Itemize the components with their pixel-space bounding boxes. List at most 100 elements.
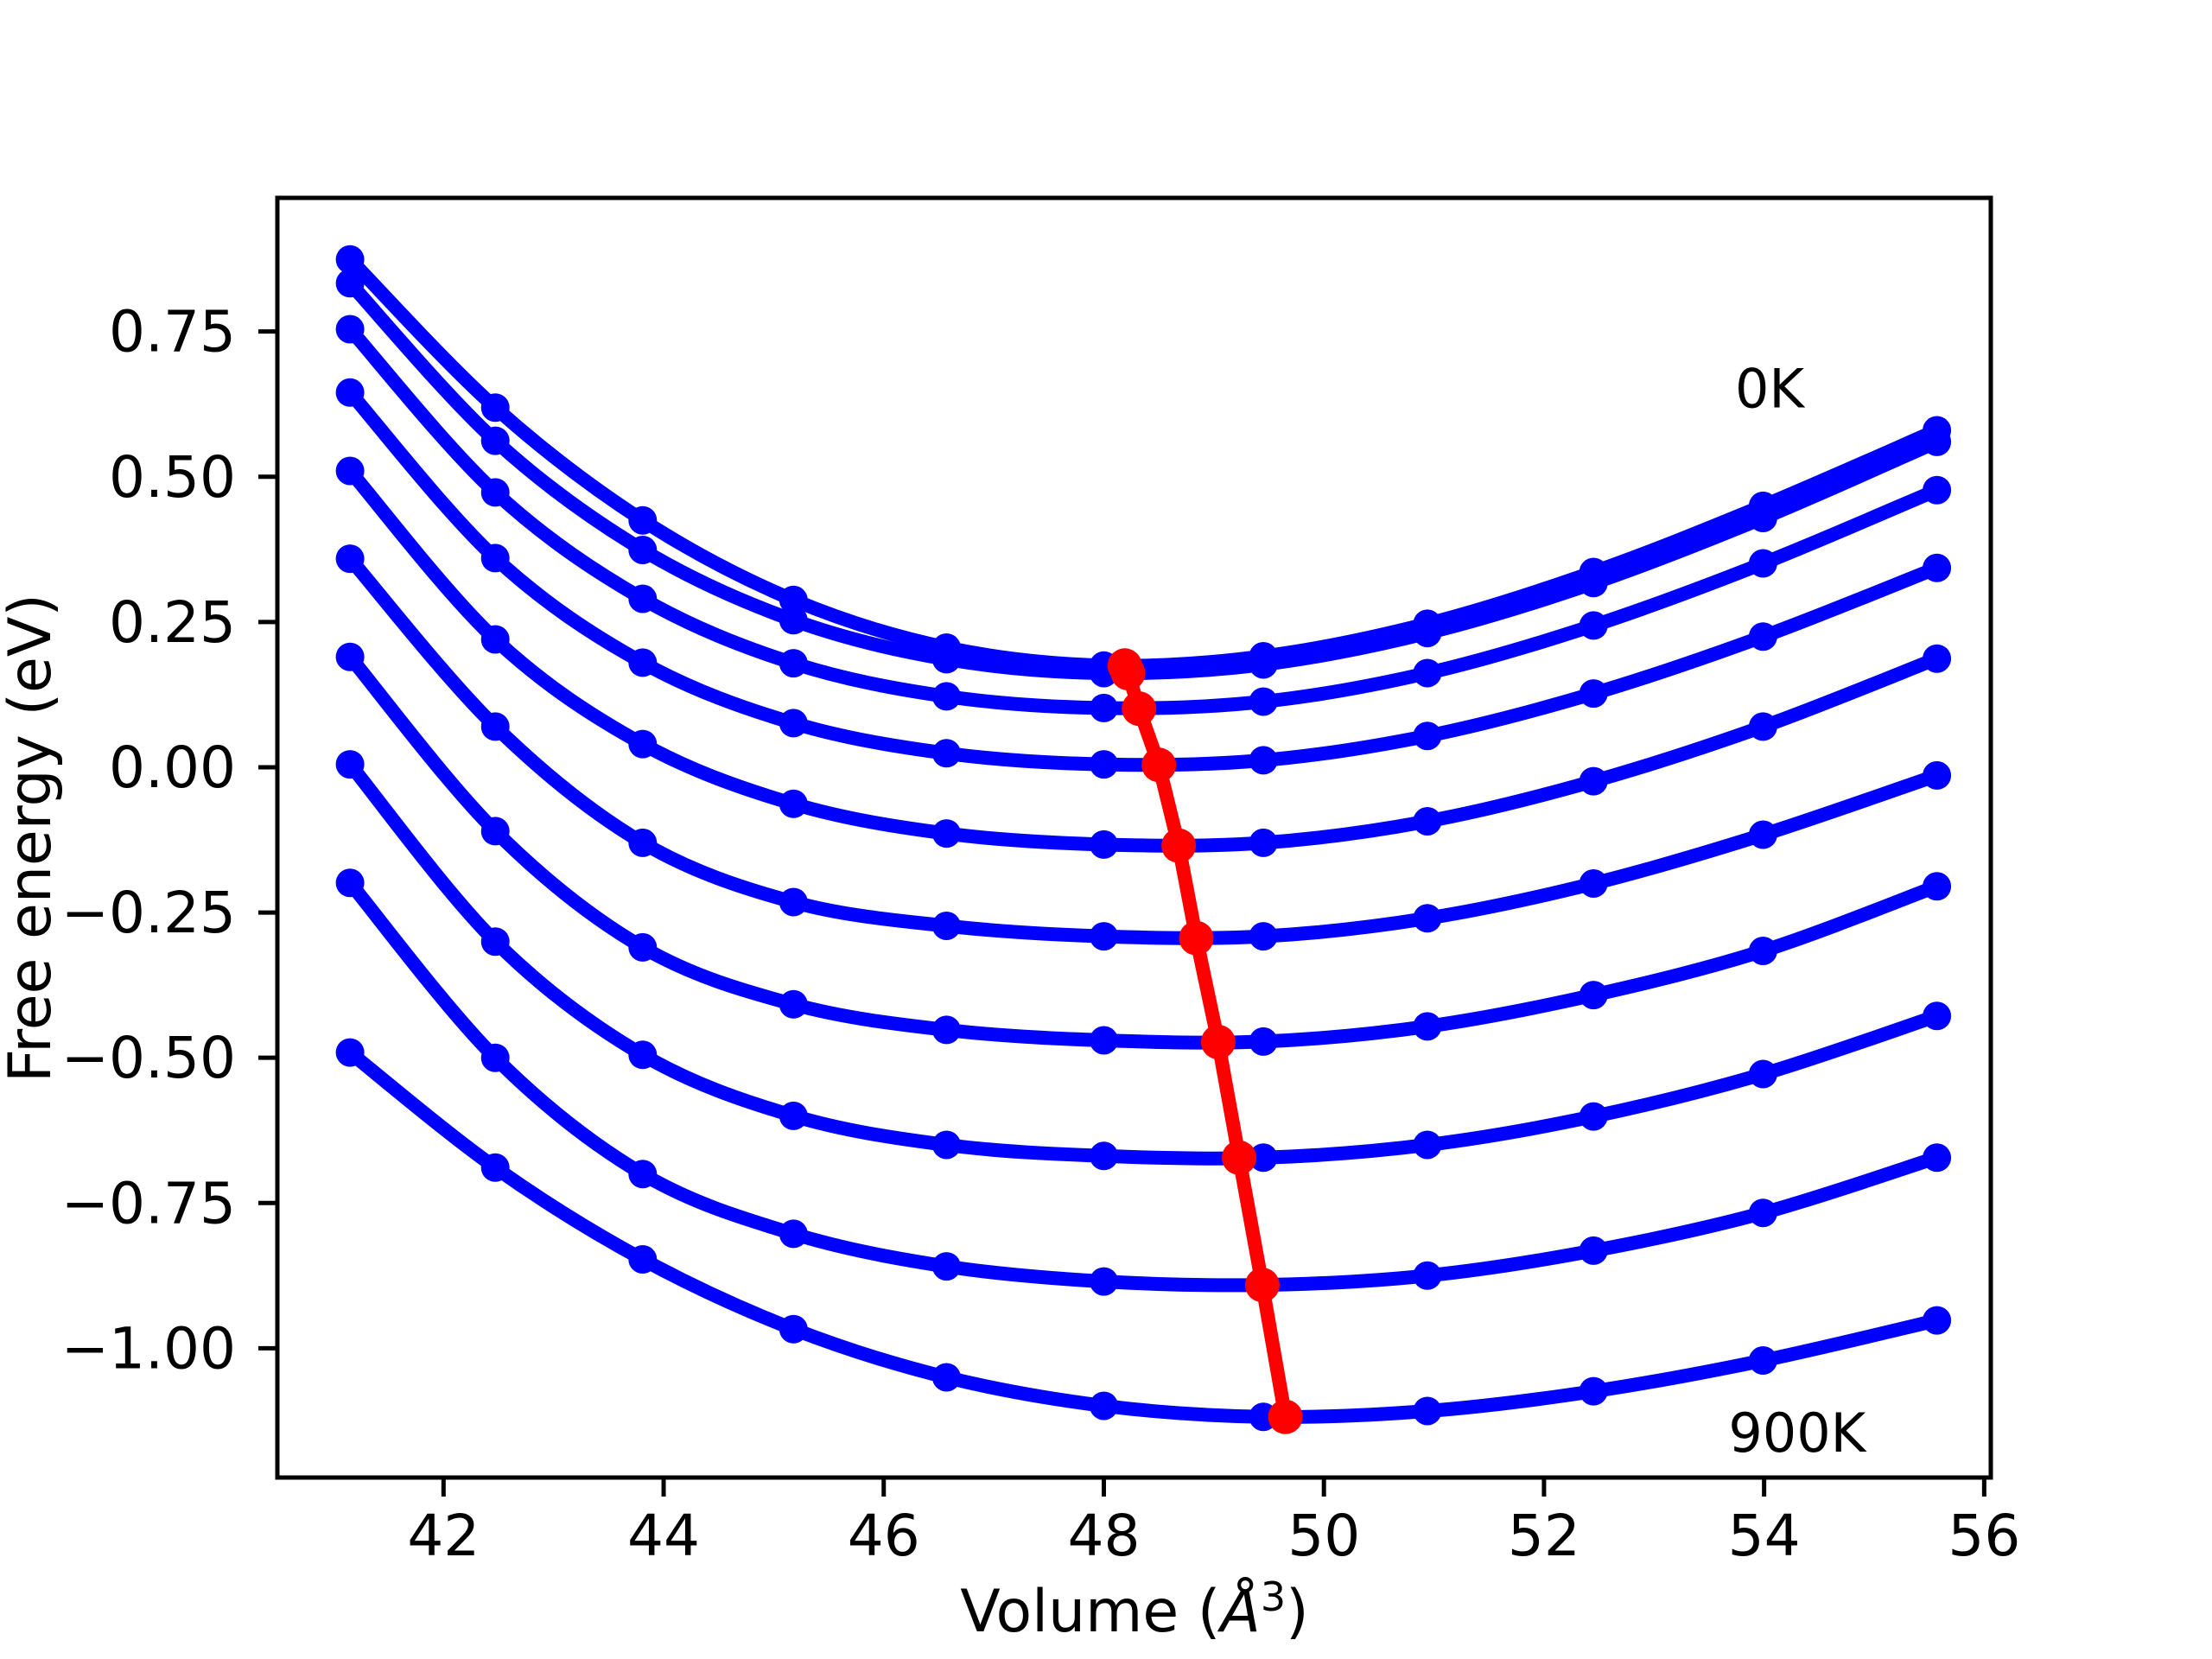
x-tick-label: 50 [1287, 1503, 1360, 1569]
data-point-marker [1579, 679, 1608, 709]
data-point-marker [335, 245, 365, 274]
data-point-marker [480, 393, 510, 423]
data-point-marker [1413, 1261, 1442, 1290]
plot-frame [275, 195, 1993, 1480]
data-point-marker [779, 1101, 808, 1130]
data-point-marker [779, 1314, 808, 1344]
curve-line [343, 252, 1944, 673]
equilibrium-point-marker [1122, 691, 1157, 727]
data-point-marker [1923, 644, 1952, 673]
data-point-marker [1090, 693, 1118, 722]
data-point-marker [931, 1363, 961, 1392]
data-point-marker [335, 1038, 365, 1067]
curve-0K [335, 245, 1952, 680]
data-point-marker [335, 544, 365, 574]
data-point-marker [779, 585, 808, 614]
y-tick-label: 0.50 [109, 444, 236, 511]
data-point-marker [931, 1130, 961, 1160]
data-point-marker [1748, 1059, 1777, 1089]
data-point-marker [628, 932, 658, 962]
data-point-marker [480, 1043, 510, 1072]
curve-200K [335, 315, 1952, 722]
data-point-marker [931, 819, 961, 849]
data-point-marker [1249, 687, 1278, 716]
data-point-marker [480, 1153, 510, 1182]
curve-600K [335, 642, 1952, 1056]
data-point-marker [628, 584, 658, 613]
equilibrium-point-marker [1161, 828, 1197, 863]
data-point-marker [1748, 820, 1777, 849]
data-point-marker [1748, 1198, 1777, 1228]
equilibrium-path [1107, 648, 1303, 1434]
equilibrium-point-marker [1268, 1399, 1303, 1434]
equilibrium-point-marker [1179, 920, 1214, 956]
data-point-marker [335, 868, 365, 898]
data-point-marker [779, 989, 808, 1019]
data-point-marker [1923, 1306, 1952, 1335]
annotation-900K: 900K [1728, 1402, 1866, 1465]
curve-line [343, 757, 1944, 1166]
data-point-marker [1413, 1396, 1442, 1426]
annotation-0K: 0K [1735, 358, 1805, 421]
data-point-marker [779, 887, 808, 917]
data-point-marker [1748, 504, 1777, 532]
y-tick-label: −0.25 [61, 880, 236, 946]
data-point-marker [931, 1252, 961, 1281]
x-tick-label: 44 [627, 1503, 700, 1569]
data-point-marker [1748, 712, 1777, 741]
equilibrium-point-marker [1244, 1268, 1280, 1303]
curve-300K [335, 378, 1952, 779]
data-point-marker [1923, 760, 1952, 790]
data-point-marker [1249, 828, 1278, 857]
y-tick-label: −0.75 [61, 1170, 236, 1236]
data-point-marker [1579, 1102, 1608, 1131]
data-point-marker [480, 426, 510, 455]
data-point-marker [628, 1245, 658, 1274]
data-point-marker [1748, 937, 1777, 965]
data-point-marker [779, 606, 808, 635]
data-point-marker [1579, 869, 1608, 898]
curve-400K [335, 456, 1952, 859]
data-point-marker [1249, 922, 1278, 951]
data-point-marker [335, 378, 365, 407]
data-point-marker [480, 543, 510, 573]
data-point-marker [480, 478, 510, 507]
data-point-marker [779, 789, 808, 818]
equilibrium-point-marker [1141, 747, 1177, 783]
data-point-marker [480, 712, 510, 741]
equilibrium-point-marker [1222, 1140, 1257, 1175]
data-point-marker [480, 625, 510, 654]
data-point-marker [1249, 1143, 1278, 1173]
data-point-marker [628, 505, 658, 535]
data-point-marker [1579, 569, 1608, 598]
data-point-marker [1579, 1376, 1608, 1406]
data-point-marker [1413, 807, 1442, 836]
data-point-marker [1579, 766, 1608, 796]
data-point-marker [779, 1219, 808, 1249]
data-point-marker [628, 729, 658, 759]
data-point-marker [931, 1015, 961, 1045]
y-axis-ticks: 0.75 0.50 0.25 0.00 −0.25 −0.50 −0.75 −1.00 [61, 299, 277, 1382]
data-point-marker [1748, 622, 1777, 652]
data-point-marker [1249, 746, 1278, 775]
data-point-marker [335, 269, 365, 298]
y-tick-label: −1.00 [61, 1315, 236, 1382]
data-point-marker [1579, 611, 1608, 640]
x-tick-label: 48 [1067, 1503, 1140, 1569]
equilibrium-point-marker [1110, 656, 1146, 690]
data-point-marker [335, 456, 365, 486]
data-point-marker [1413, 1130, 1442, 1160]
data-point-marker [1090, 750, 1118, 779]
data-point-marker [480, 927, 510, 957]
data-point-marker [628, 536, 658, 564]
data-point-marker [1923, 427, 1952, 456]
data-point-marker [1923, 1143, 1952, 1173]
data-point-marker [335, 642, 365, 671]
data-point-marker [628, 828, 658, 857]
y-tick-label: 0.75 [109, 299, 236, 365]
y-tick-label: −0.50 [61, 1025, 236, 1091]
data-point-marker [1923, 475, 1952, 505]
data-point-marker [1413, 1012, 1442, 1041]
curve-500K [335, 544, 1952, 951]
